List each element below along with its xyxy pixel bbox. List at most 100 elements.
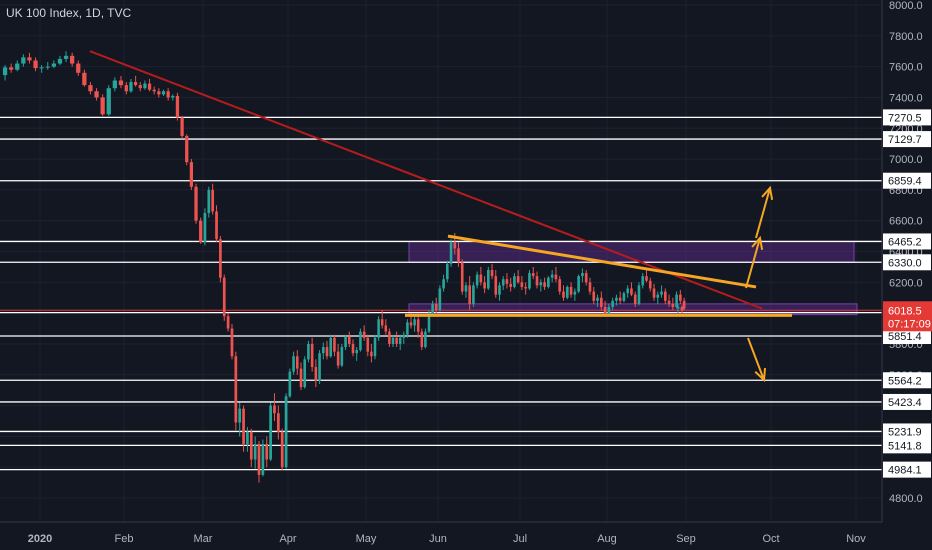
- level-price-label: 5231.9: [888, 426, 922, 438]
- candle-body: [215, 211, 218, 240]
- time-tick-label: 2020: [28, 533, 52, 545]
- candle-body: [344, 336, 347, 348]
- candle-body: [242, 408, 245, 445]
- candle-body: [516, 276, 520, 283]
- candle-body: [603, 306, 607, 315]
- candle-body: [660, 291, 663, 295]
- candle-body: [180, 117, 184, 136]
- candle-body: [680, 306, 684, 311]
- candle-body: [464, 285, 468, 292]
- candle-body: [498, 285, 501, 295]
- candle-body: [303, 359, 307, 388]
- time-tick-label: Jun: [429, 533, 447, 545]
- level-price-label: 7129.7: [888, 134, 922, 146]
- candle-body: [362, 331, 366, 338]
- time-tick-label: Jul: [513, 533, 527, 545]
- candle-body: [531, 273, 535, 277]
- candle-body: [57, 58, 63, 64]
- candle-body: [276, 413, 280, 432]
- candle-body: [592, 291, 596, 301]
- candle-body: [230, 328, 234, 357]
- candle-body: [633, 294, 637, 304]
- candle-body: [588, 282, 592, 292]
- candle-body: [325, 347, 329, 357]
- up-arrow-2-icon: [755, 185, 774, 239]
- candle-body: [420, 331, 424, 348]
- candle-body: [395, 337, 398, 344]
- level-price-label: 5423.4: [888, 397, 922, 409]
- candle-body: [479, 274, 483, 283]
- candle-body: [124, 85, 128, 92]
- candle-body: [171, 95, 175, 98]
- countdown-label: 07:17:09: [888, 318, 931, 330]
- candle-body: [33, 60, 38, 69]
- candle-body: [535, 276, 539, 286]
- candle-body: [199, 220, 203, 243]
- candle-body: [2, 67, 8, 76]
- candle-body: [9, 67, 14, 70]
- candle-body: [577, 276, 580, 292]
- candle-body: [157, 91, 161, 95]
- candle-body: [438, 288, 442, 311]
- candle-body: [249, 431, 253, 460]
- level-price-label: 5851.4: [888, 331, 922, 343]
- candle-body: [416, 319, 420, 332]
- current-price-tag: [883, 301, 932, 332]
- candle-body: [667, 300, 671, 304]
- candle-body: [460, 262, 464, 292]
- candle-body: [457, 248, 460, 263]
- candle-body: [222, 277, 226, 317]
- candle-body: [618, 297, 622, 301]
- current-price-label: 6018.5: [888, 305, 922, 317]
- candle-body: [413, 319, 416, 326]
- candle-body: [21, 57, 26, 64]
- candle-body: [310, 343, 314, 368]
- level-price-label: 5564.2: [888, 375, 922, 387]
- candle-body: [446, 263, 449, 280]
- candle-body: [318, 353, 321, 381]
- candle-body: [211, 189, 215, 212]
- candle-body: [449, 242, 453, 264]
- candle-body: [391, 337, 395, 344]
- candle-body: [676, 306, 680, 309]
- candle-body: [652, 288, 656, 298]
- candle-body: [238, 408, 242, 423]
- candle-body: [351, 343, 355, 354]
- time-tick-label: Nov: [846, 533, 866, 545]
- candle-body: [100, 97, 105, 115]
- candle-body: [377, 319, 380, 338]
- candle-body: [273, 405, 276, 414]
- price-tick-label: 8000.0: [889, 0, 923, 12]
- candle-body: [152, 89, 156, 92]
- price-tick-label: 7800.0: [889, 31, 923, 43]
- level-price-tag: [883, 423, 931, 440]
- candle-body: [370, 351, 373, 357]
- level-price-tag: [883, 131, 931, 148]
- candle-body: [565, 286, 569, 298]
- up-arrow-1-icon: [745, 235, 764, 289]
- level-price-tag: [883, 393, 931, 410]
- time-tick-label: Mar: [194, 533, 213, 545]
- time-tick-label: Oct: [762, 533, 779, 545]
- level-price-tag: [883, 372, 931, 389]
- candle-body: [39, 67, 44, 69]
- candle-body: [569, 286, 573, 295]
- candle-body: [637, 285, 641, 304]
- candle-body: [596, 297, 599, 301]
- candle-body: [246, 431, 249, 445]
- candle-body: [333, 337, 336, 352]
- candle-body: [143, 83, 147, 89]
- candle-body: [682, 300, 686, 309]
- candle-body: [453, 242, 457, 249]
- time-tick-label: Aug: [597, 533, 617, 545]
- candle-body: [133, 82, 138, 86]
- candle-body: [475, 274, 479, 286]
- price-tick-label: 6200.0: [889, 277, 923, 289]
- price-tick-label: 6600.0: [889, 216, 923, 228]
- candle-body: [280, 431, 284, 468]
- candle-body: [185, 135, 189, 163]
- candle-body: [645, 276, 648, 281]
- candle-body: [194, 186, 198, 221]
- candle-body: [630, 288, 633, 295]
